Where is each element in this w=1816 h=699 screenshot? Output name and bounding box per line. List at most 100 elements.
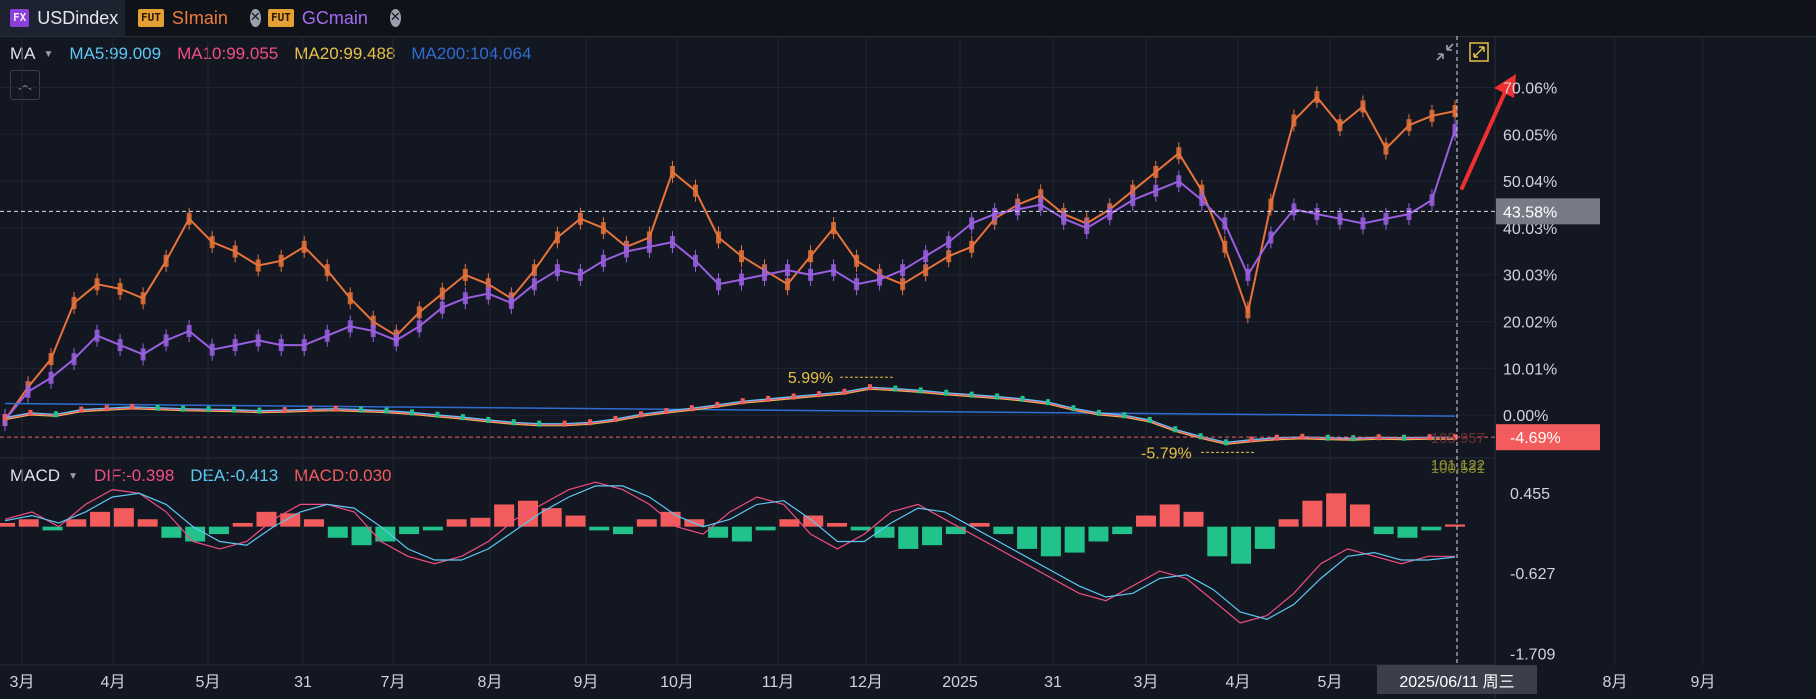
tab-simain[interactable]: FUT SImain ✕ bbox=[128, 0, 261, 36]
candle bbox=[562, 420, 567, 427]
candle bbox=[537, 420, 542, 427]
candle bbox=[384, 407, 389, 414]
candle bbox=[1376, 434, 1381, 441]
candle bbox=[1453, 434, 1457, 441]
candle bbox=[79, 406, 84, 413]
macd-bar bbox=[1207, 526, 1228, 557]
candle bbox=[1402, 434, 1407, 441]
ma20-value: MA20:99.488 bbox=[294, 44, 396, 63]
candle bbox=[664, 408, 669, 415]
macd-bar bbox=[874, 526, 895, 538]
ma200-line bbox=[4, 402, 1456, 417]
x-tick-label: 3月 bbox=[10, 674, 35, 691]
x-tick-label: 9月 bbox=[574, 674, 599, 691]
dea-line bbox=[4, 485, 1456, 620]
ma-legend: MA ▼ MA5:99.009 MA10:99.055 MA20:99.488 … bbox=[10, 44, 531, 64]
macd-y-tick-label: 0.455 bbox=[1510, 486, 1550, 503]
candle bbox=[333, 405, 338, 412]
crosshair-date-label: 2025/06/11 周三 bbox=[1399, 674, 1514, 691]
macd-value: MACD:0.030 bbox=[294, 466, 392, 485]
macd-bar bbox=[1349, 504, 1370, 527]
candle bbox=[1147, 416, 1152, 423]
ma5-value: MA5:99.009 bbox=[69, 44, 162, 63]
macd-bar bbox=[1064, 526, 1085, 553]
close-icon[interactable]: ✕ bbox=[389, 9, 401, 27]
x-tick-label: 9月 bbox=[1691, 674, 1716, 691]
x-tick-label: 2025 bbox=[942, 674, 978, 691]
high-annotation: 5.99% bbox=[788, 370, 833, 387]
macd-bar bbox=[66, 519, 87, 527]
macd-bar bbox=[1278, 519, 1299, 527]
x-tick-label: 3月 bbox=[1134, 674, 1159, 691]
macd-bar bbox=[232, 522, 253, 527]
candle bbox=[104, 405, 109, 412]
x-tick-label: 8月 bbox=[478, 674, 503, 691]
macd-bar bbox=[494, 504, 515, 527]
crosshair-date-box bbox=[1377, 665, 1537, 694]
close-icon[interactable]: ✕ bbox=[249, 9, 261, 27]
macd-indicator-name[interactable]: MACD bbox=[10, 466, 61, 485]
y-tick-label: 60.05% bbox=[1503, 127, 1557, 144]
macd-bar bbox=[589, 526, 610, 531]
dea-value: DEA:-0.413 bbox=[190, 466, 279, 485]
macd-bar bbox=[1254, 526, 1275, 549]
candle bbox=[1173, 426, 1178, 433]
series-line-simain bbox=[4, 96, 1456, 421]
candle bbox=[486, 416, 491, 423]
candle bbox=[1274, 434, 1279, 441]
x-tick-label: 7月 bbox=[381, 674, 406, 691]
candle bbox=[359, 406, 364, 413]
y-tick-label: 30.03% bbox=[1503, 268, 1557, 285]
x-tick-label: 4月 bbox=[101, 674, 126, 691]
candle bbox=[1325, 434, 1330, 441]
candle bbox=[231, 406, 236, 413]
macd-bar bbox=[1112, 526, 1133, 535]
candle bbox=[944, 389, 949, 396]
candle bbox=[181, 405, 186, 412]
candle bbox=[308, 406, 313, 413]
candle bbox=[53, 411, 58, 418]
macd-bar bbox=[922, 526, 943, 546]
candle bbox=[689, 405, 694, 412]
chevron-down-icon[interactable]: ▼ bbox=[68, 470, 78, 482]
candle bbox=[740, 398, 745, 405]
macd-bar bbox=[898, 526, 919, 549]
macd-bar bbox=[1445, 524, 1465, 527]
candles-gcmain bbox=[2, 118, 1458, 431]
chevron-down-icon[interactable]: ▼ bbox=[43, 48, 54, 60]
macd-bar bbox=[185, 526, 206, 542]
fx-badge: FX bbox=[10, 9, 30, 27]
fut-badge: FUT bbox=[138, 9, 164, 27]
candle bbox=[817, 391, 822, 398]
tab-usdindex[interactable]: FX USDindex bbox=[0, 0, 125, 36]
macd-bar bbox=[660, 511, 681, 527]
candle bbox=[282, 407, 287, 414]
macd-bar bbox=[850, 526, 871, 531]
ma20-line bbox=[4, 388, 1455, 445]
ma-indicator-name[interactable]: MA bbox=[10, 44, 36, 63]
candle bbox=[1224, 439, 1229, 446]
macd-bar bbox=[1231, 526, 1252, 564]
candle bbox=[206, 406, 211, 413]
macd-bar bbox=[708, 526, 729, 538]
x-tick-label: 5月 bbox=[1318, 674, 1343, 691]
x-tick-label: 5月 bbox=[196, 674, 221, 691]
macd-bar bbox=[327, 526, 348, 538]
macd-bar bbox=[42, 526, 63, 531]
ma200-value: MA200:104.064 bbox=[411, 44, 532, 63]
candle bbox=[969, 391, 974, 398]
macd-bar bbox=[1421, 526, 1442, 531]
crosshair-value-label: 43.58% bbox=[1503, 204, 1557, 221]
arrow-shaft bbox=[1460, 88, 1508, 190]
shrink-icon[interactable] bbox=[1435, 42, 1455, 62]
dif-value: DIF:-0.398 bbox=[93, 466, 175, 485]
maximize-icon[interactable] bbox=[1469, 42, 1489, 62]
macd-bar bbox=[1326, 493, 1347, 527]
ma-value-label: 105.957 bbox=[1431, 430, 1485, 447]
candle bbox=[1071, 405, 1076, 412]
tab-gcmain[interactable]: FUT GCmain ✕ bbox=[258, 0, 401, 36]
macd-bar bbox=[755, 526, 776, 531]
macd-bar bbox=[1397, 526, 1418, 538]
arrow-head bbox=[1494, 74, 1516, 98]
